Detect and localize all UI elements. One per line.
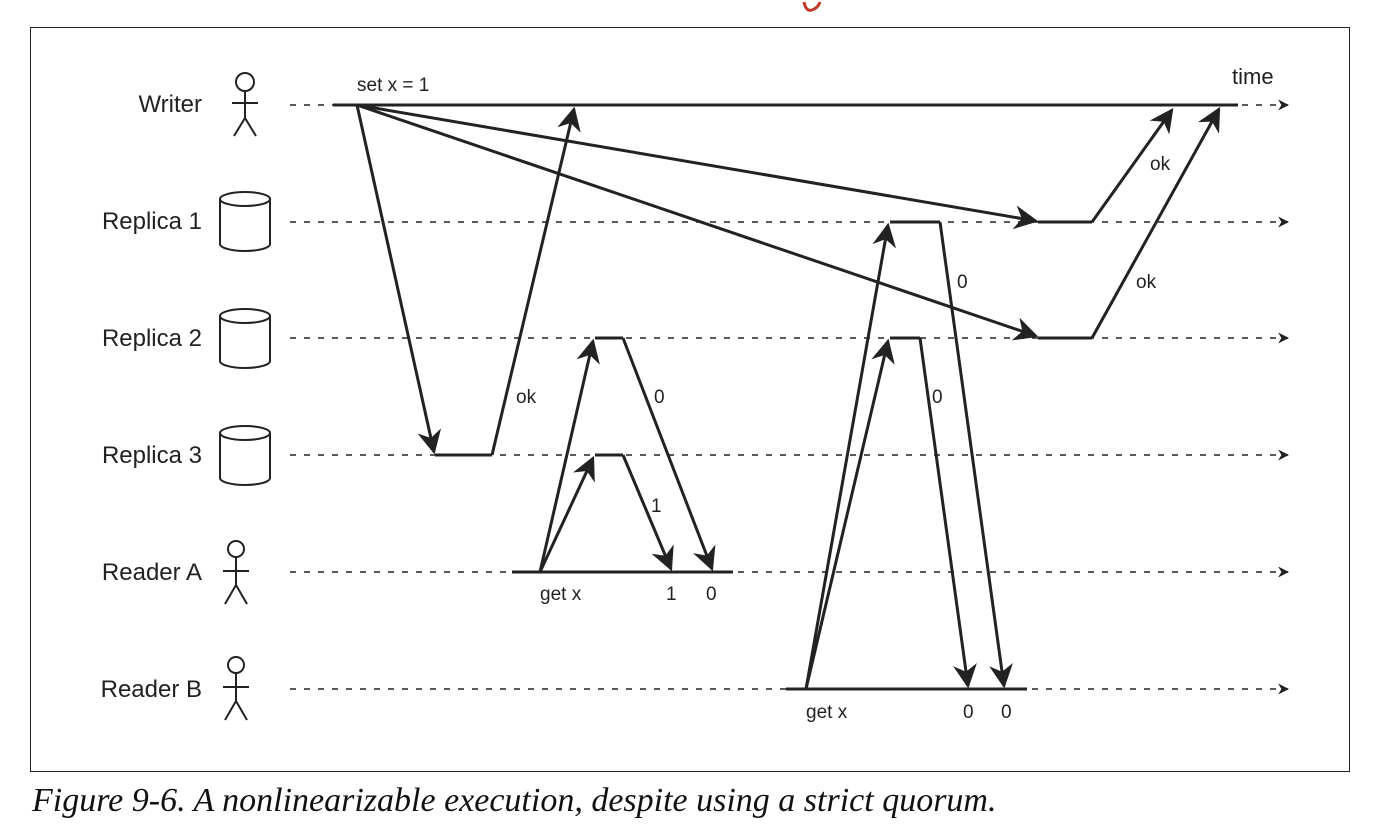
figure-caption: Figure 9-6. A nonlinearizable execution,… bbox=[32, 782, 997, 819]
response-label-b-replica-2: 0 bbox=[932, 387, 943, 408]
write-request-replica-3 bbox=[355, 104, 442, 455]
database-icon bbox=[219, 425, 271, 486]
sequence-diagram: Writer Replica 1 Replica 2 Replica 3 Rea… bbox=[101, 64, 1290, 723]
person-icon bbox=[232, 72, 258, 137]
participant-label-replica-2: Replica 2 bbox=[102, 325, 202, 352]
write-request-replica-2 bbox=[356, 103, 1039, 341]
read-a-request-replica-3 bbox=[538, 455, 595, 573]
ack-label-replica-2: ok bbox=[1136, 272, 1157, 293]
ack-replica-2 bbox=[1090, 106, 1221, 339]
reader-a-result-1: 1 bbox=[666, 584, 677, 605]
person-icon bbox=[223, 656, 249, 721]
read-a-request-replica-2 bbox=[538, 338, 600, 573]
diagram-frame bbox=[30, 27, 1350, 772]
ack-label-replica-1: ok bbox=[1150, 154, 1171, 175]
participant-label-replica-3: Replica 3 bbox=[102, 442, 202, 469]
writer-operation-label: set x = 1 bbox=[357, 75, 429, 96]
read-b-response-replica-1 bbox=[938, 221, 1013, 689]
ack-replica-3 bbox=[490, 106, 581, 456]
response-label-a-replica-2: 0 bbox=[654, 387, 665, 408]
read-a-response-replica-2 bbox=[621, 337, 716, 572]
ack-replica-1 bbox=[1090, 108, 1174, 223]
response-label-a-replica-3: 1 bbox=[651, 496, 662, 517]
participant-label-replica-1: Replica 1 bbox=[102, 208, 202, 235]
database-icon bbox=[219, 308, 271, 369]
read-a-response-replica-3 bbox=[621, 454, 674, 572]
reader-b-result-1: 0 bbox=[963, 702, 974, 723]
read-b-request-replica-2 bbox=[804, 338, 895, 690]
response-label-b-replica-1: 0 bbox=[957, 272, 968, 293]
time-axis-label: time bbox=[1232, 64, 1274, 89]
participant-label-reader-a: Reader A bbox=[102, 559, 202, 586]
ack-label-replica-3: ok bbox=[516, 387, 537, 408]
write-request-replica-1 bbox=[356, 103, 1039, 230]
participant-label-writer: Writer bbox=[138, 91, 202, 118]
reader-a-operation-label: get x bbox=[540, 584, 582, 605]
person-icon bbox=[223, 540, 249, 605]
cropped-heading-fragment bbox=[802, 1, 822, 12]
reader-a-result-2: 0 bbox=[706, 584, 717, 605]
reader-b-result-2: 0 bbox=[1001, 702, 1012, 723]
read-b-request-replica-1 bbox=[804, 222, 897, 690]
participant-label-reader-b: Reader B bbox=[101, 676, 202, 703]
read-b-response-replica-2 bbox=[918, 337, 977, 689]
database-icon bbox=[219, 191, 271, 252]
reader-b-operation-label: get x bbox=[806, 702, 848, 723]
